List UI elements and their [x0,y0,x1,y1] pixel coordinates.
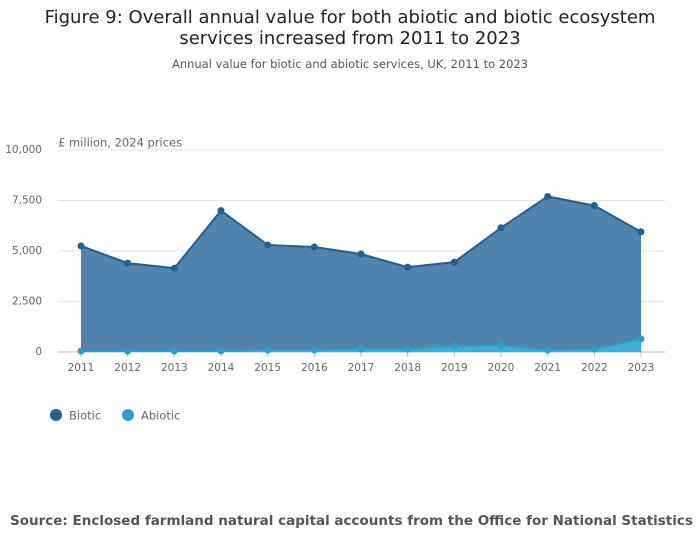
marker [404,345,412,353]
chart-subtitle: Annual value for biotic and abiotic serv… [171,57,529,71]
x-tick-label: 2012 [114,362,141,374]
chart-title: Figure 9: Overall annual value for both … [44,7,656,49]
marker [544,192,552,200]
marker [637,335,645,343]
marker [497,341,505,349]
marker [264,346,272,354]
x-tick-label: 2022 [581,362,608,374]
legend-marker [50,409,62,421]
y-tick-label: 5,000 [12,245,42,257]
marker [590,345,598,353]
x-tick-label: 2018 [394,362,421,374]
x-tick-label: 2016 [301,362,328,374]
marker [497,224,505,232]
x-tick-label: 2020 [488,362,515,374]
marker [170,347,178,355]
marker [310,243,318,251]
marker [170,264,178,272]
marker [637,228,645,236]
marker [77,347,85,355]
x-tick-label: 2015 [254,362,281,374]
y-tick-label: 0 [35,346,42,358]
marker [124,259,132,267]
marker [404,263,412,271]
marker [217,347,225,355]
x-tick-label: 2019 [441,362,468,374]
source-note: Source: Enclosed farmland natural capita… [10,513,693,529]
x-tick-label: 2021 [534,362,561,374]
x-tick-label: 2023 [628,362,655,374]
marker [544,346,552,354]
legend-label: Abiotic [141,409,180,423]
x-tick-label: 2013 [161,362,188,374]
marker [450,258,458,266]
marker [310,346,318,354]
y-axis-label: £ million, 2024 prices [58,136,182,150]
marker [450,342,458,350]
y-tick-label: 10,000 [5,144,42,156]
marker [357,250,365,258]
area [81,338,641,352]
x-tick-label: 2017 [348,362,375,374]
y-tick-label: 7,500 [12,195,42,207]
legend-label: Biotic [69,409,101,423]
x-tick-label: 2014 [208,362,235,374]
area [81,196,641,352]
marker [77,242,85,250]
marker [124,347,132,355]
y-tick-label: 2,500 [12,296,42,308]
marker [217,207,225,215]
marker [357,345,365,353]
legend-marker [122,409,134,421]
marker [264,241,272,249]
marker [590,202,598,210]
x-tick-label: 2011 [68,362,95,374]
